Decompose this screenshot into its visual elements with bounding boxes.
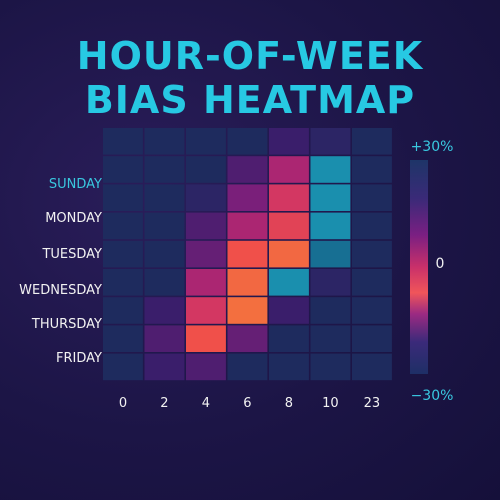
heatmap-cell — [144, 297, 185, 324]
y-label-monday: MONDAY — [45, 211, 102, 226]
heatmap-cell — [227, 240, 268, 268]
heatmap-cell — [352, 297, 392, 324]
colorbar — [410, 160, 428, 374]
heatmap-cell — [186, 353, 226, 381]
heatmap-cell — [144, 353, 185, 381]
heatmap-cell — [310, 325, 351, 352]
heatmap-cell — [227, 212, 268, 240]
heatmap-cell — [186, 156, 226, 183]
heatmap-cell — [186, 240, 226, 268]
x-tick-label: 0 — [119, 396, 127, 411]
heatmap-cell — [352, 156, 392, 183]
chart-title-line-2: BIAS HEATMAP — [84, 78, 416, 122]
heatmap-cell — [310, 184, 351, 211]
x-tick-label: 4 — [202, 396, 210, 411]
heatmap-cell — [103, 128, 143, 155]
heatmap-cell — [352, 240, 392, 268]
heatmap-cell — [352, 325, 392, 352]
heatmap-cell — [227, 353, 268, 381]
heatmap-cell — [186, 184, 226, 211]
heatmap-cell — [310, 128, 351, 155]
heatmap-cell — [269, 240, 309, 268]
heatmap-cell — [103, 156, 143, 183]
x-tick-label: 8 — [285, 396, 293, 411]
heatmap-cell — [144, 325, 185, 352]
heatmap-cells — [103, 128, 392, 381]
heatmap-cell — [186, 212, 226, 240]
heatmap-cell — [352, 212, 392, 240]
heatmap-cell — [227, 184, 268, 211]
heatmap-cell — [269, 269, 309, 296]
x-tick-label: 10 — [322, 396, 339, 411]
heatmap-cell — [144, 128, 185, 155]
heatmap-cell — [186, 269, 226, 296]
heatmap-cell — [269, 325, 309, 352]
heatmap-cell — [144, 240, 185, 268]
heatmap-cell — [269, 212, 309, 240]
chart-title-line-1: HOUR-OF-WEEK — [76, 34, 424, 78]
x-axis-labels: 0 2 4 6 8 10 23 — [119, 396, 380, 411]
heatmap-cell — [310, 212, 351, 240]
heatmap-cell — [310, 353, 351, 381]
heatmap-cell — [352, 128, 392, 155]
heatmap-cell — [144, 269, 185, 296]
x-tick-label: 23 — [364, 396, 381, 411]
x-tick-label: 6 — [243, 396, 251, 411]
heatmap-cell — [103, 297, 143, 324]
heatmap-cell — [103, 240, 143, 268]
y-label-thursday: THURSDAY — [31, 317, 102, 332]
heatmap-cell — [269, 156, 309, 183]
heatmap-cell — [103, 269, 143, 296]
heatmap-cell — [227, 269, 268, 296]
y-axis-labels: SUNDAY MONDAY TUESDAY WEDNESDAY THURSDAY FRID… — [19, 177, 102, 366]
heatmap-cell — [227, 297, 268, 324]
y-label-tuesday: TUESDAY — [41, 247, 102, 262]
heatmap-cell — [310, 156, 351, 183]
colorbar-min-label: −30% — [411, 388, 454, 404]
heatmap-cell — [352, 353, 392, 381]
y-label-sunday: SUNDAY — [49, 177, 102, 192]
heatmap-cell — [310, 269, 351, 296]
heatmap-cell — [103, 325, 143, 352]
colorbar-max-label: +30% — [411, 139, 454, 155]
heatmap-cell — [103, 184, 143, 211]
heatmap-cell — [186, 325, 226, 352]
heatmap-cell — [144, 156, 185, 183]
heatmap-cell — [352, 269, 392, 296]
heatmap-cell — [144, 212, 185, 240]
heatmap-cell — [144, 184, 185, 211]
heatmap-cell — [186, 128, 226, 155]
heatmap-cell — [103, 353, 143, 381]
heatmap-cell — [269, 353, 309, 381]
heatmap-cell — [310, 240, 351, 268]
colorbar-mid-label: 0 — [436, 256, 445, 272]
y-label-friday: FRIDAY — [56, 351, 102, 366]
x-tick-label: 2 — [160, 396, 168, 411]
heatmap-cell — [269, 128, 309, 155]
heatmap-cell — [227, 325, 268, 352]
heatmap-cell — [269, 297, 309, 324]
heatmap-cell — [186, 297, 226, 324]
heatmap-cell — [352, 184, 392, 211]
y-label-wednesday: WEDNESDAY — [19, 283, 102, 298]
heatmap-cell — [310, 297, 351, 324]
heatmap-cell — [269, 184, 309, 211]
heatmap-cell — [227, 128, 268, 155]
heatmap-cell — [227, 156, 268, 183]
heatmap-cell — [103, 212, 143, 240]
